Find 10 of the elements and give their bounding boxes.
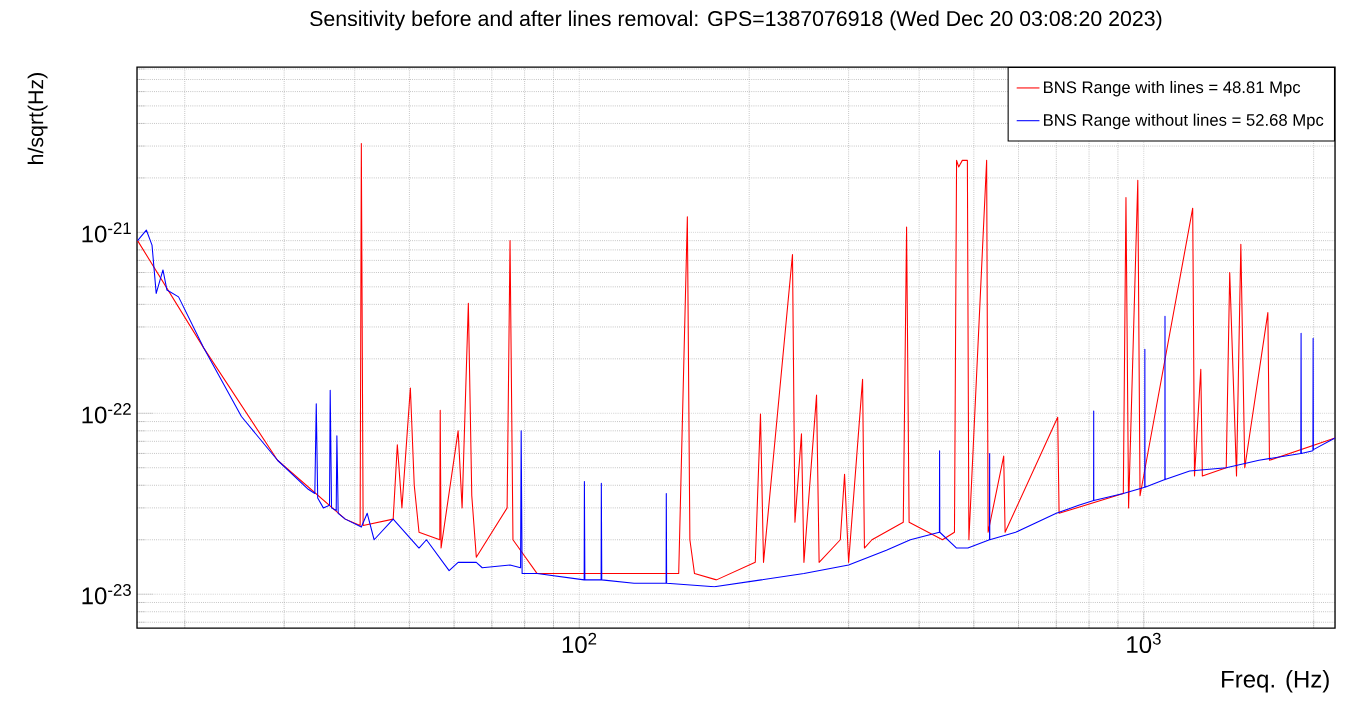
y-axis-title: h/sqrt(Hz) bbox=[27, 73, 48, 164]
legend-label: BNS Range without lines = 52.68 Mpc bbox=[1044, 113, 1324, 130]
x-axis-title: Freq. (Hz) bbox=[1222, 670, 1329, 693]
chart-title: Sensitivity before and after lines removal: GPS=1387076918 (Wed Dec 20 03:08:20 2023) bbox=[310, 10, 1162, 31]
y-tick-label: 10$^{-21}$ bbox=[82, 222, 131, 243]
x-tick-label: 10$^{3}$ bbox=[1127, 632, 1161, 654]
y-tick-label: 10$^{-22}$ bbox=[82, 403, 131, 424]
x-tick-label: 10$^{2}$ bbox=[562, 632, 597, 654]
y-tick-label: 10$^{-23}$ bbox=[82, 584, 131, 605]
legend-label: BNS Range with lines = 48.81 Mpc bbox=[1044, 80, 1301, 97]
